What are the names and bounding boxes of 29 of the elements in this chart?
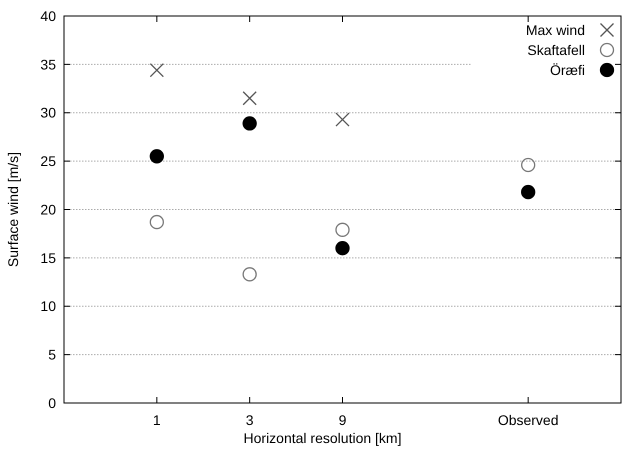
y-tick-label: 15 [40,250,56,266]
point [150,214,164,230]
point [150,149,164,164]
legend-label: Skaftafell [527,42,585,58]
y-tick-label: 10 [40,298,56,314]
x-tick-label: 3 [246,412,254,428]
legend-label: Max wind [526,22,585,38]
y-tick-label: 20 [40,201,56,218]
point [242,91,257,106]
point [335,241,350,256]
x-tick-label: 1 [152,412,161,428]
x-tick-label: 9 [338,412,347,428]
x-tick-label: Observed [498,412,559,428]
y-tick-label: 40 [40,8,56,24]
y-tick-label: 30 [40,104,56,121]
point [521,184,536,200]
point [521,158,536,172]
y-tick-label: 5 [48,346,56,363]
point [335,112,350,127]
y-tick-label: 0 [48,394,56,411]
y-tick-label: 25 [40,153,56,170]
point [335,222,350,237]
point [242,116,257,131]
point [150,63,164,78]
y-tick-label: 35 [40,56,56,72]
y-axis-title: Surface wind [m/s] [5,152,21,268]
legend-label: Öræfi [550,62,585,78]
point [242,267,257,282]
x-axis-title: Horizontal resolution [km] [244,430,402,446]
